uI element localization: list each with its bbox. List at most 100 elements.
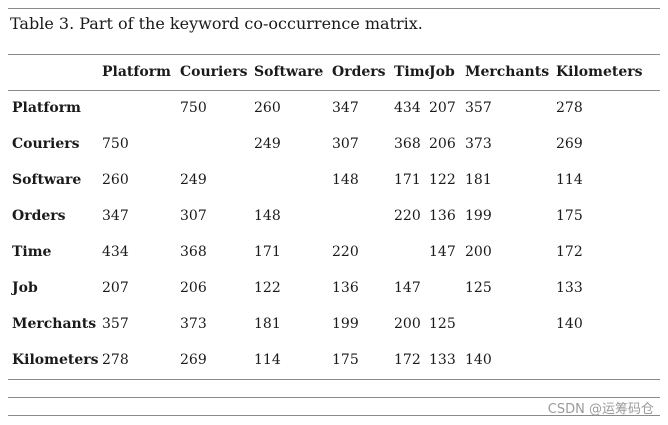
matrix-cell: 172 <box>556 244 583 260</box>
table-row: Merchants 357 373 181 199 200 125 140 <box>8 306 660 342</box>
footer-rule-1 <box>8 397 660 398</box>
row-header: Merchants <box>12 316 97 332</box>
column-header: Platform <box>102 64 171 80</box>
table-row: Software 260 249 148 171 122 181 114 <box>8 162 660 198</box>
matrix-cell: 357 <box>465 100 492 116</box>
matrix-cell: 307 <box>332 136 359 152</box>
column-header: Job <box>429 64 455 80</box>
matrix-cell: 136 <box>429 208 456 224</box>
matrix-cell: 199 <box>465 208 492 224</box>
matrix-cell <box>465 306 556 342</box>
matrix-cell: 133 <box>429 352 456 368</box>
table-row: Platform 750 260 347 434 207 357 278 <box>8 90 660 126</box>
matrix-cell <box>556 342 660 378</box>
table-row: Kilometers 278 269 114 175 172 133 140 <box>8 342 660 378</box>
matrix-cell: 200 <box>465 244 492 260</box>
table-row: Couriers 750 249 307 368 206 373 269 <box>8 126 660 162</box>
matrix-cell: 260 <box>254 100 281 116</box>
column-header: Kilometers <box>556 64 643 80</box>
header-top-rule <box>8 54 660 55</box>
matrix-cell: 122 <box>254 280 281 296</box>
matrix-cell: 220 <box>394 208 421 224</box>
table-bottom-rule <box>8 379 660 380</box>
matrix-cell: 368 <box>394 136 421 152</box>
matrix-cell: 260 <box>102 172 129 188</box>
matrix-cell: 750 <box>102 136 129 152</box>
column-header: Merchants <box>465 64 550 80</box>
matrix-cell <box>102 90 180 126</box>
column-header: Software <box>254 64 324 80</box>
matrix-cell: 171 <box>394 172 421 188</box>
matrix-body: Platform 750 260 347 434 207 357 278 Couriers 750… <box>8 90 660 378</box>
row-header: Couriers <box>12 136 80 152</box>
row-header: Job <box>12 280 38 296</box>
matrix-cell <box>180 126 254 162</box>
matrix-cell: 207 <box>429 100 456 116</box>
matrix-cell: 171 <box>254 244 281 260</box>
matrix-cell: 114 <box>556 172 583 188</box>
matrix-cell: 122 <box>429 172 456 188</box>
matrix-cell: 347 <box>332 100 359 116</box>
column-header: Orders <box>332 64 386 80</box>
matrix-cell: 114 <box>254 352 281 368</box>
column-header: Time <box>394 64 429 80</box>
matrix-cell: 140 <box>556 316 583 332</box>
column-header: Couriers <box>180 64 248 80</box>
matrix-cell: 269 <box>180 352 207 368</box>
table-row: Time 434 368 171 220 147 200 172 <box>8 234 660 270</box>
header-bottom-rule <box>8 90 660 91</box>
row-header: Orders <box>12 208 66 224</box>
matrix-cell: 125 <box>429 316 456 332</box>
matrix-cell: 249 <box>254 136 281 152</box>
matrix-cell: 175 <box>332 352 359 368</box>
caption-top-rule <box>8 8 660 9</box>
row-header: Software <box>12 172 82 188</box>
matrix-cell: 199 <box>332 316 359 332</box>
matrix-cell: 206 <box>429 136 456 152</box>
matrix-cell: 125 <box>465 280 492 296</box>
matrix-cell: 140 <box>465 352 492 368</box>
table-row: Orders 347 307 148 220 136 199 175 <box>8 198 660 234</box>
matrix-cell: 181 <box>465 172 492 188</box>
watermark: CSDN @运筹码仓 <box>547 402 654 417</box>
matrix-cell: 200 <box>394 316 421 332</box>
matrix-cell: 220 <box>332 244 359 260</box>
matrix-cell: 148 <box>332 172 359 188</box>
matrix-cell: 206 <box>180 280 207 296</box>
table-row: Job 207 206 122 136 147 125 133 <box>8 270 660 306</box>
matrix-cell: 181 <box>254 316 281 332</box>
matrix-cell: 307 <box>180 208 207 224</box>
corner-cell <box>8 54 102 90</box>
matrix-cell: 147 <box>394 280 421 296</box>
co-occurrence-matrix: Platform Couriers Software Orders Time J… <box>8 54 660 378</box>
matrix-cell: 357 <box>102 316 129 332</box>
matrix-cell: 750 <box>180 100 207 116</box>
table-caption: Table 3. Part of the keyword co-occurren… <box>10 14 423 33</box>
matrix-cell: 249 <box>180 172 207 188</box>
matrix-cell: 368 <box>180 244 207 260</box>
matrix-cell: 133 <box>556 280 583 296</box>
matrix-cell: 373 <box>465 136 492 152</box>
matrix-cell: 373 <box>180 316 207 332</box>
footer-rule-2 <box>8 415 660 416</box>
matrix-cell: 269 <box>556 136 583 152</box>
matrix-cell: 434 <box>394 100 421 116</box>
matrix-cell <box>332 198 394 234</box>
row-header: Time <box>12 244 52 260</box>
matrix-cell <box>394 234 429 270</box>
matrix-cell: 278 <box>556 100 583 116</box>
row-header: Platform <box>12 100 81 116</box>
matrix-cell: 175 <box>556 208 583 224</box>
matrix-cell: 148 <box>254 208 281 224</box>
matrix-cell: 347 <box>102 208 129 224</box>
matrix-cell: 136 <box>332 280 359 296</box>
matrix-cell <box>429 270 465 306</box>
matrix-cell: 278 <box>102 352 129 368</box>
matrix-cell: 434 <box>102 244 129 260</box>
header-row: Platform Couriers Software Orders Time J… <box>8 54 660 90</box>
matrix-cell: 207 <box>102 280 129 296</box>
matrix-cell: 172 <box>394 352 421 368</box>
row-header: Kilometers <box>12 352 99 368</box>
matrix-cell: 147 <box>429 244 456 260</box>
matrix-cell <box>254 162 332 198</box>
